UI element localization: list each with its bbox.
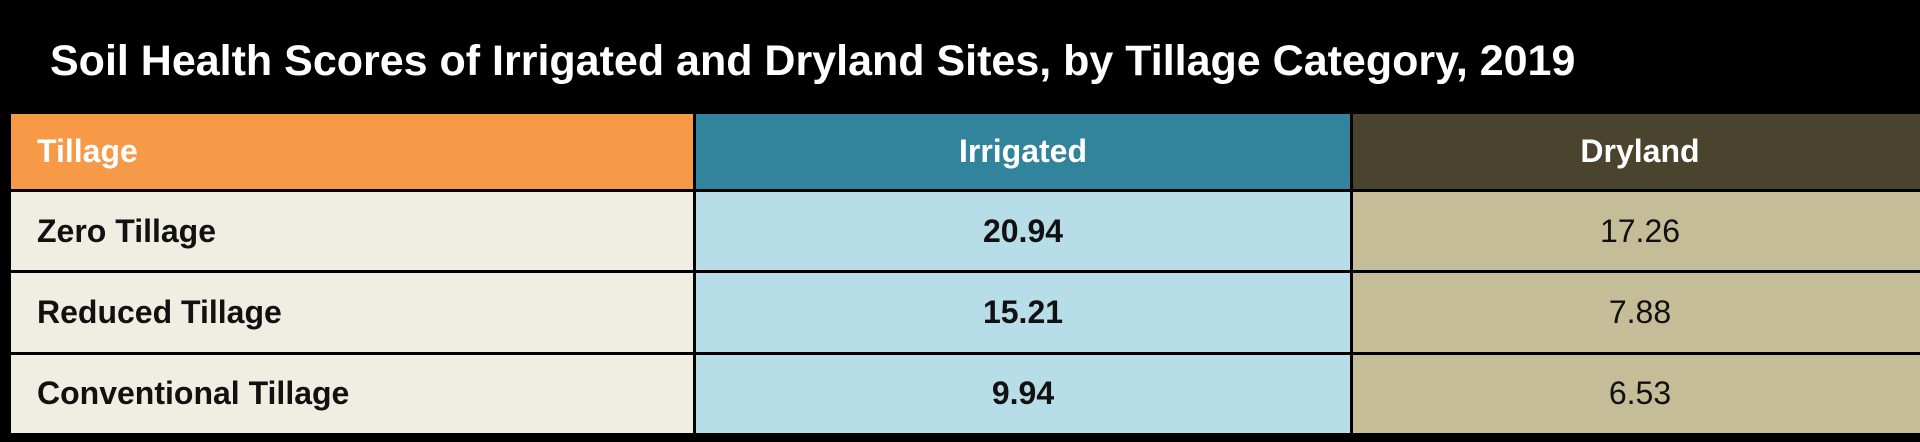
column-header-irrigated: Irrigated — [696, 114, 1350, 189]
value-dryland-reduced-tillage: 7.88 — [1353, 273, 1920, 352]
column-header-tillage: Tillage — [11, 114, 693, 189]
value-irrigated-conventional-tillage: 9.94 — [696, 354, 1350, 433]
row-label-reduced-tillage: Reduced Tillage — [11, 273, 693, 352]
table-row-reduced-tillage: Reduced Tillage 15.21 7.88 — [11, 273, 1920, 352]
chart-title: Soil Health Scores of Irrigated and Dryl… — [50, 37, 1576, 85]
row-label-zero-tillage: Zero Tillage — [11, 192, 693, 271]
value-dryland-zero-tillage: 17.26 — [1353, 192, 1920, 271]
table-header-row: Tillage Irrigated Dryland — [11, 114, 1920, 189]
table-row-zero-tillage: Zero Tillage 20.94 17.26 — [11, 192, 1920, 271]
value-dryland-conventional-tillage: 6.53 — [1353, 354, 1920, 433]
value-irrigated-zero-tillage: 20.94 — [696, 192, 1350, 271]
table-row-conventional-tillage: Conventional Tillage 9.94 6.53 — [11, 354, 1920, 433]
value-irrigated-reduced-tillage: 15.21 — [696, 273, 1350, 352]
soil-health-table: Tillage Irrigated Dryland Zero Tillage 2… — [8, 111, 1920, 436]
column-header-dryland: Dryland — [1353, 114, 1920, 189]
row-label-conventional-tillage: Conventional Tillage — [11, 354, 693, 433]
